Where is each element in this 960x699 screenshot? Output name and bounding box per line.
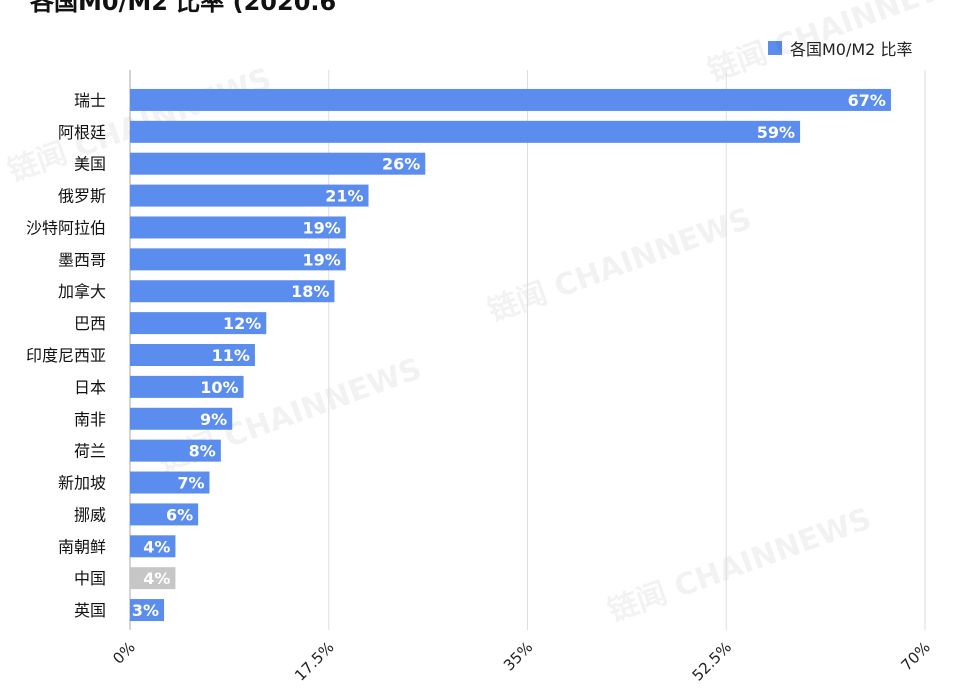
bar <box>130 567 176 590</box>
category-label: 荷兰 <box>74 442 106 461</box>
legend-label: 各国M0/M2 比率 <box>790 40 913 59</box>
bar <box>130 152 426 175</box>
value-label: 9% <box>200 410 227 429</box>
bar <box>130 503 199 526</box>
value-label: 6% <box>166 505 193 524</box>
category-label: 英国 <box>74 601 106 620</box>
category-label: 墨西哥 <box>58 250 106 269</box>
value-label: 59% <box>757 123 795 142</box>
category-label: 印度尼西亚 <box>26 346 106 365</box>
bar <box>130 248 346 271</box>
bar <box>130 312 267 335</box>
value-label: 19% <box>302 250 340 269</box>
category-label: 南朝鲜 <box>58 537 106 556</box>
category-label: 巴西 <box>74 314 106 333</box>
category-label: 加拿大 <box>58 282 106 301</box>
bar <box>130 535 176 558</box>
legend-swatch <box>768 41 782 55</box>
bar <box>130 439 221 462</box>
category-label: 中国 <box>74 569 106 588</box>
bar <box>130 184 369 207</box>
value-label: 11% <box>212 346 250 365</box>
bar <box>130 471 210 494</box>
value-label: 18% <box>291 282 329 301</box>
legend: 各国M0/M2 比率 <box>768 36 912 60</box>
bar <box>130 599 165 622</box>
chart-title: 各国M0/M2 比率 (2020.6 <box>30 0 337 16</box>
x-tick-label: 17.5% <box>291 638 337 684</box>
value-label: 12% <box>223 314 261 333</box>
bar <box>130 375 244 398</box>
bar <box>130 216 346 239</box>
category-label: 阿根廷 <box>58 123 106 142</box>
category-label: 日本 <box>74 378 106 397</box>
category-label: 挪威 <box>74 505 106 524</box>
bar <box>130 120 801 143</box>
x-tick-label: 70% <box>898 638 934 674</box>
x-tick-label: 35% <box>500 638 536 674</box>
value-label: 19% <box>302 218 340 237</box>
category-label: 美国 <box>74 155 106 174</box>
value-label: 26% <box>382 155 420 174</box>
bar <box>130 344 255 366</box>
category-label: 瑞士 <box>74 91 106 110</box>
category-label: 沙特阿拉伯 <box>26 218 106 237</box>
value-label: 21% <box>325 187 363 206</box>
x-tick-label: 0% <box>109 638 139 668</box>
x-tick-label: 52.5% <box>689 638 735 684</box>
category-label: 新加坡 <box>58 474 106 493</box>
category-label: 俄罗斯 <box>58 187 106 206</box>
value-label: 4% <box>143 537 170 556</box>
category-label: 南非 <box>74 410 106 429</box>
bar <box>130 407 233 430</box>
value-label: 10% <box>200 378 238 397</box>
value-label: 4% <box>143 569 170 588</box>
bar <box>130 280 335 303</box>
value-label: 67% <box>848 91 886 110</box>
bar <box>130 88 891 111</box>
value-label: 3% <box>132 601 159 620</box>
value-label: 7% <box>177 474 204 493</box>
value-label: 8% <box>189 442 216 461</box>
